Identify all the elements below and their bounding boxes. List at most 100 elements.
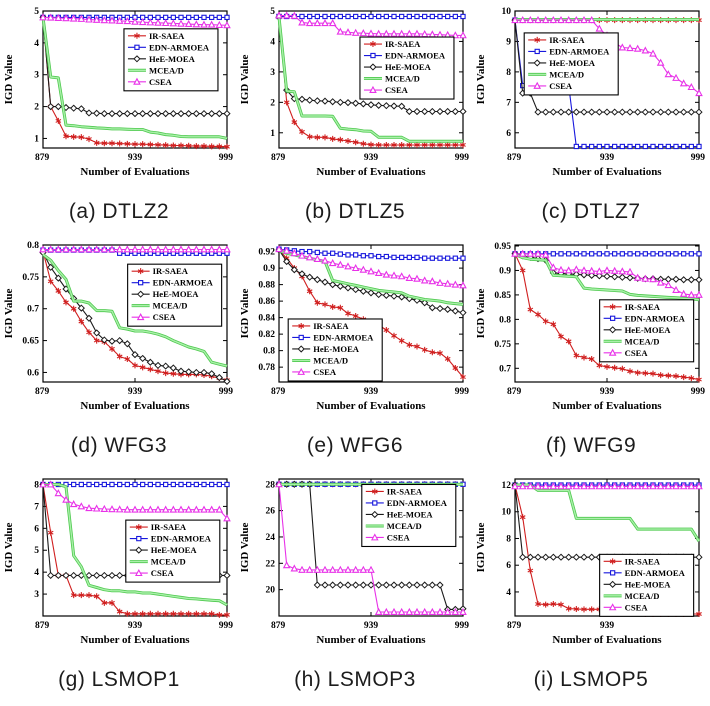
chart-canvas-dtlz2: 879 939 999 1 2 3 4 5 Number of Evaluations IGD V… — [1, 4, 237, 190]
svg-text:IR-SAEA: IR-SAEA — [149, 31, 185, 41]
svg-text:999: 999 — [219, 153, 234, 163]
svg-text:MCEA/D: MCEA/D — [625, 591, 660, 601]
chart-canvas-dtlz5: 879 939 999 1 2 3 4 5 Number of Evaluations IGD V… — [237, 4, 473, 190]
svg-text:MCEA/D: MCEA/D — [625, 336, 660, 346]
svg-text:IR-SAEA: IR-SAEA — [625, 556, 661, 566]
svg-text:879: 879 — [507, 387, 522, 397]
svg-text:879: 879 — [271, 387, 286, 397]
svg-text:IGD Value: IGD Value — [3, 54, 15, 104]
svg-text:879: 879 — [507, 153, 522, 163]
svg-text:12: 12 — [502, 481, 512, 491]
svg-text:Number of Evaluations: Number of Evaluations — [552, 400, 662, 412]
svg-text:22: 22 — [266, 559, 276, 569]
chart-cell-wfg9: 879 939 999 0.7 0.75 0.8 0.85 0.9 0.95 Number of … — [473, 238, 709, 472]
svg-text:CSEA: CSEA — [313, 367, 337, 377]
svg-text:MCEA/D: MCEA/D — [149, 65, 184, 75]
svg-text:IGD Value: IGD Value — [239, 288, 251, 338]
svg-text:IGD Value: IGD Value — [475, 54, 487, 104]
svg-text:HeE-MOEA: HeE-MOEA — [151, 545, 198, 555]
svg-text:3: 3 — [34, 71, 39, 81]
svg-text:939: 939 — [364, 387, 379, 397]
svg-text:HeE-MOEA: HeE-MOEA — [387, 509, 434, 519]
svg-text:Number of Evaluations: Number of Evaluations — [80, 166, 190, 178]
chart-canvas-lsmop3: 879 939 999 20 22 24 26 28 Number of Evaluations… — [237, 472, 473, 658]
svg-text:939: 939 — [128, 153, 143, 163]
svg-text:939: 939 — [128, 621, 143, 631]
svg-text:HeE-MOEA: HeE-MOEA — [153, 289, 200, 299]
svg-text:CSEA: CSEA — [549, 81, 573, 91]
svg-text:0.75: 0.75 — [494, 340, 511, 350]
svg-text:4: 4 — [34, 568, 39, 578]
svg-text:EDN-ARMOEA: EDN-ARMOEA — [387, 498, 448, 508]
svg-text:10: 10 — [502, 7, 512, 17]
chart-caption: (c) DTLZ7 — [541, 200, 641, 223]
svg-text:Number of Evaluations: Number of Evaluations — [80, 400, 190, 412]
svg-text:5: 5 — [270, 7, 275, 17]
svg-text:0.7: 0.7 — [27, 305, 39, 315]
svg-text:24: 24 — [266, 533, 276, 543]
svg-text:IGD Value: IGD Value — [475, 288, 487, 338]
svg-text:Number of Evaluations: Number of Evaluations — [316, 400, 426, 412]
svg-text:999: 999 — [691, 387, 706, 397]
svg-text:3: 3 — [34, 590, 39, 600]
svg-text:8: 8 — [34, 480, 39, 490]
svg-text:5: 5 — [34, 546, 39, 556]
svg-text:EDN-ARMOEA: EDN-ARMOEA — [385, 51, 446, 61]
chart-canvas-wfg9: 879 939 999 0.7 0.75 0.8 0.85 0.9 0.95 Number of … — [473, 238, 709, 424]
svg-text:999: 999 — [691, 153, 706, 163]
svg-text:Number of Evaluations: Number of Evaluations — [316, 166, 426, 178]
svg-text:IR-SAEA: IR-SAEA — [385, 39, 421, 49]
chart-caption: (h) LSMOP3 — [294, 668, 416, 691]
chart-cell-lsmop3: 879 939 999 20 22 24 26 28 Number of Evaluations… — [237, 472, 473, 706]
svg-text:10: 10 — [502, 508, 512, 518]
svg-text:MCEA/D: MCEA/D — [313, 355, 348, 365]
svg-text:1: 1 — [34, 134, 39, 144]
svg-text:939: 939 — [600, 621, 615, 631]
chart-canvas-wfg6: 879 939 999 0.78 0.8 0.82 0.84 0.86 0.88 0.9 0.92 N… — [237, 238, 473, 424]
svg-text:Number of Evaluations: Number of Evaluations — [552, 634, 662, 646]
svg-text:MCEA/D: MCEA/D — [153, 301, 188, 311]
svg-text:4: 4 — [506, 588, 511, 598]
svg-text:0.8: 0.8 — [263, 347, 275, 357]
svg-text:939: 939 — [600, 387, 615, 397]
svg-text:0.95: 0.95 — [494, 242, 511, 252]
chart-canvas-lsmop5: 879 939 4 6 8 10 12 Number of Evaluations IGD Va… — [473, 472, 709, 658]
chart-caption: (f) WFG9 — [545, 434, 637, 457]
svg-text:EDN-ARMOEA: EDN-ARMOEA — [153, 278, 214, 288]
svg-text:20: 20 — [266, 586, 276, 596]
svg-text:HeE-MOEA: HeE-MOEA — [149, 54, 196, 64]
svg-text:IGD Value: IGD Value — [239, 522, 251, 572]
svg-text:CSEA: CSEA — [151, 568, 175, 578]
svg-text:CSEA: CSEA — [385, 85, 409, 95]
svg-text:IR-SAEA: IR-SAEA — [151, 522, 187, 532]
svg-text:IR-SAEA: IR-SAEA — [313, 321, 349, 331]
svg-text:0.88: 0.88 — [258, 281, 275, 291]
svg-text:4: 4 — [34, 39, 39, 49]
svg-text:Number of Evaluations: Number of Evaluations — [80, 634, 190, 646]
svg-text:6: 6 — [506, 129, 511, 139]
chart-canvas-wfg3: 879 939 999 0.6 0.65 0.7 0.75 0.8 Number of Eval… — [1, 238, 237, 424]
svg-text:0.8: 0.8 — [27, 241, 39, 251]
svg-text:939: 939 — [364, 621, 379, 631]
svg-text:CSEA: CSEA — [149, 77, 173, 87]
svg-text:999: 999 — [219, 387, 234, 397]
chart-cell-wfg3: 879 939 999 0.6 0.65 0.7 0.75 0.8 Number of Eval… — [1, 238, 237, 472]
chart-caption: (e) WFG6 — [306, 434, 404, 457]
svg-text:2: 2 — [270, 98, 275, 108]
svg-text:939: 939 — [128, 387, 143, 397]
svg-text:879: 879 — [35, 621, 50, 631]
chart-cell-dtlz2: 879 939 999 1 2 3 4 5 Number of Evaluations IGD V… — [1, 4, 237, 238]
chart-cell-lsmop1: 879 939 999 3 4 5 6 7 8 Number of Evaluations IGD … — [1, 472, 237, 706]
svg-text:0.9: 0.9 — [499, 266, 511, 276]
svg-text:0.86: 0.86 — [258, 297, 275, 307]
chart-cell-dtlz7: 879 939 999 6 7 8 9 10 Number of Evaluations IGD … — [473, 4, 709, 238]
svg-text:7: 7 — [34, 502, 39, 512]
svg-text:IGD Value: IGD Value — [3, 522, 15, 572]
svg-text:HeE-MOEA: HeE-MOEA — [313, 344, 360, 354]
svg-text:0.8: 0.8 — [499, 315, 511, 325]
svg-text:Number of Evaluations: Number of Evaluations — [316, 634, 426, 646]
svg-text:HeE-MOEA: HeE-MOEA — [625, 325, 672, 335]
svg-text:999: 999 — [455, 153, 470, 163]
svg-text:EDN-ARMOEA: EDN-ARMOEA — [549, 46, 610, 56]
